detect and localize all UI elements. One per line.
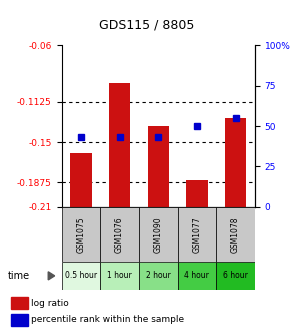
Text: time: time (7, 271, 30, 281)
FancyBboxPatch shape (216, 207, 255, 262)
Bar (11, 297, 28, 309)
Text: GSM1075: GSM1075 (76, 216, 85, 253)
Text: 1 hour: 1 hour (107, 271, 132, 280)
Text: percentile rank within the sample: percentile rank within the sample (31, 316, 185, 324)
FancyBboxPatch shape (62, 262, 100, 290)
Text: 6 hour: 6 hour (223, 271, 248, 280)
Bar (109, 83, 130, 207)
FancyBboxPatch shape (178, 262, 216, 290)
Bar (70, 153, 91, 207)
FancyBboxPatch shape (216, 262, 255, 290)
Text: 0.5 hour: 0.5 hour (65, 271, 97, 280)
FancyBboxPatch shape (139, 262, 178, 290)
Bar (186, 180, 207, 207)
FancyBboxPatch shape (100, 262, 139, 290)
Bar (148, 126, 169, 207)
Text: GSM1090: GSM1090 (154, 216, 163, 253)
FancyBboxPatch shape (100, 207, 139, 262)
Text: GDS115 / 8805: GDS115 / 8805 (99, 19, 194, 32)
Bar (11, 314, 28, 326)
Text: log ratio: log ratio (31, 299, 69, 307)
Polygon shape (48, 272, 55, 280)
Text: GSM1078: GSM1078 (231, 216, 240, 253)
FancyBboxPatch shape (62, 207, 100, 262)
Text: 2 hour: 2 hour (146, 271, 171, 280)
Text: GSM1076: GSM1076 (115, 216, 124, 253)
Bar (225, 119, 246, 207)
FancyBboxPatch shape (178, 207, 216, 262)
FancyBboxPatch shape (139, 207, 178, 262)
Text: GSM1077: GSM1077 (193, 216, 201, 253)
Text: 4 hour: 4 hour (185, 271, 209, 280)
